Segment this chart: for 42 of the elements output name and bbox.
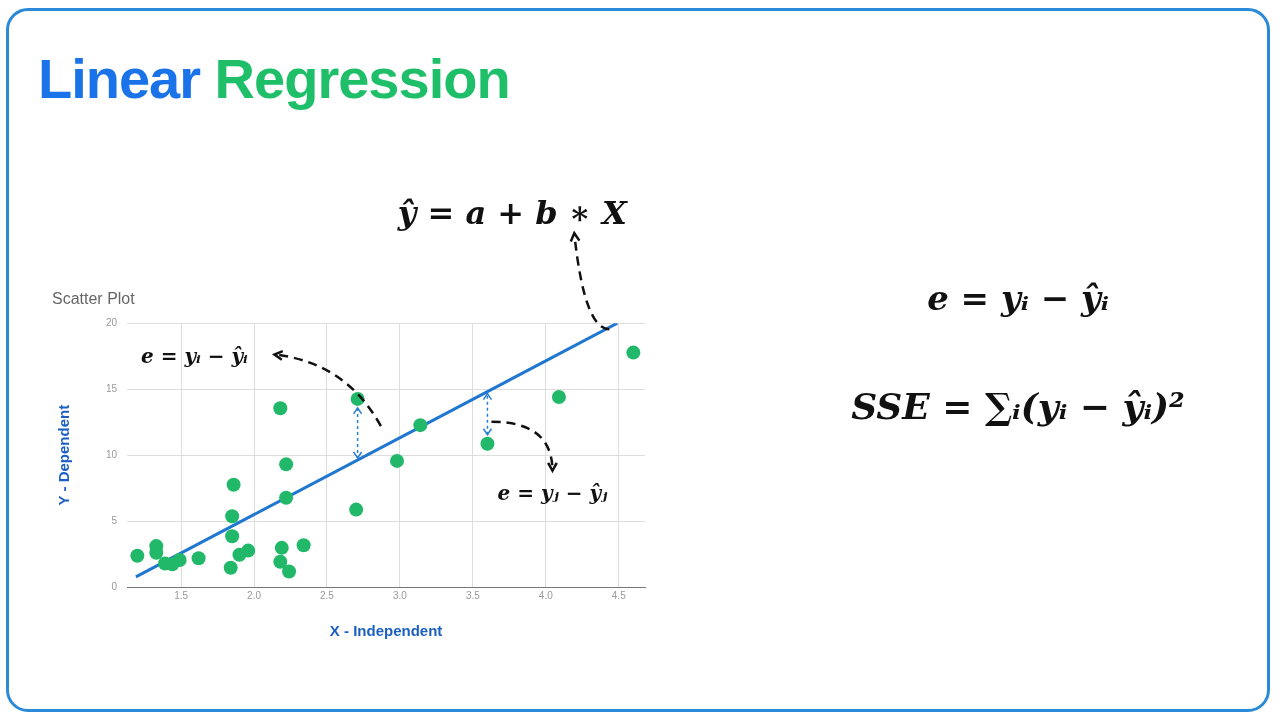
x-tick-label: 2.0 bbox=[247, 589, 262, 601]
point bbox=[223, 560, 238, 575]
point bbox=[282, 564, 297, 579]
point bbox=[273, 554, 288, 569]
point bbox=[349, 502, 364, 517]
x-tick-label: 4.0 bbox=[538, 589, 554, 601]
y-axis-title: Y - Dependent bbox=[55, 404, 73, 506]
point bbox=[413, 418, 428, 433]
x-tick-label: 2.5 bbox=[320, 589, 335, 601]
point bbox=[296, 538, 311, 553]
point bbox=[626, 345, 641, 360]
x-axis-title: X - Independent bbox=[329, 622, 443, 640]
point bbox=[225, 509, 240, 524]
x-tick-label: 1.5 bbox=[174, 589, 189, 601]
y-tick-label: 10 bbox=[106, 448, 118, 460]
point bbox=[191, 551, 206, 566]
text: SSE = ∑ᵢ(yᵢ − ŷᵢ)² bbox=[851, 385, 1185, 427]
text: e = yᵢ − ŷᵢ bbox=[927, 278, 1109, 318]
point bbox=[130, 548, 145, 563]
point bbox=[480, 436, 495, 451]
point bbox=[226, 477, 241, 492]
point bbox=[172, 552, 187, 567]
x-tick-label: 4.5 bbox=[611, 589, 627, 601]
x-tick-label: 3.0 bbox=[392, 589, 408, 601]
y-tick-label: 5 bbox=[111, 514, 118, 526]
point bbox=[274, 540, 289, 555]
y-tick-label: 0 bbox=[111, 580, 118, 592]
chart-subtitle: Scatter Plot bbox=[52, 290, 136, 308]
chart-title: Linear Regression bbox=[38, 47, 510, 110]
point bbox=[279, 490, 294, 505]
point bbox=[225, 529, 240, 544]
y-tick-label: 15 bbox=[106, 382, 118, 394]
point bbox=[241, 543, 256, 558]
annotation: ŷ = a + b ∗ X bbox=[396, 193, 629, 232]
point bbox=[551, 390, 566, 405]
annotation: e = yᵢ − ŷᵢ bbox=[140, 343, 249, 368]
point bbox=[390, 453, 404, 468]
point bbox=[273, 401, 288, 416]
point bbox=[279, 457, 294, 472]
annotation: e = yⱼ − ŷⱼ bbox=[497, 480, 609, 505]
x-tick-label: 3.5 bbox=[465, 589, 481, 601]
y-tick-label: 20 bbox=[106, 316, 118, 328]
